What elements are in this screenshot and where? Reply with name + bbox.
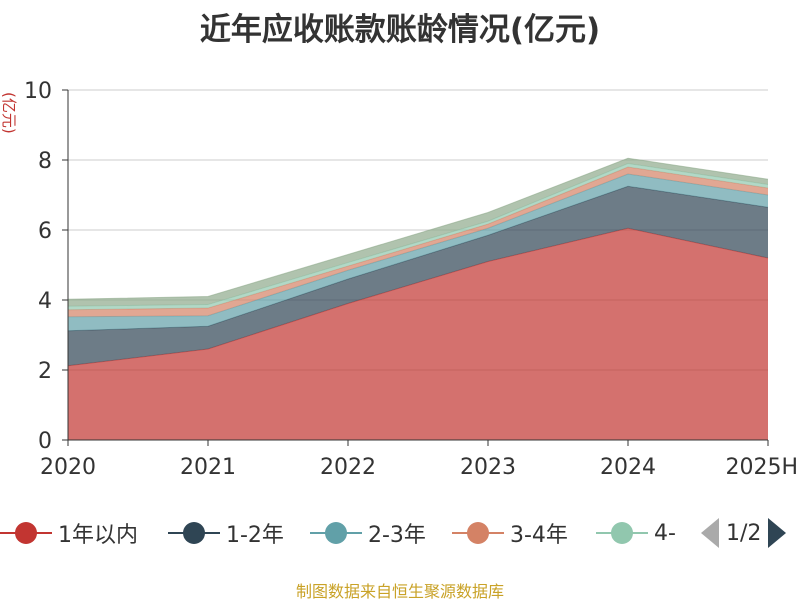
area-series-0	[68, 228, 768, 440]
data-source-note: 制图数据来自恒生聚源数据库	[295, 582, 504, 601]
area-series-5	[68, 158, 768, 307]
legend-marker-icon	[0, 522, 52, 544]
y-tick-label: 4	[38, 289, 52, 314]
y-tick-label: 0	[38, 429, 52, 454]
legend-label: 3-4年	[510, 523, 568, 548]
chart-title: 近年应收账款账龄情况(亿元)	[199, 12, 601, 48]
legend-label: 2-3年	[368, 523, 426, 548]
area-series-1	[68, 186, 768, 366]
legend-pager: 1/2	[700, 512, 787, 554]
x-tick-label: 2022	[320, 455, 376, 480]
legend-item[interactable]: 1-2年	[168, 512, 284, 554]
legend-label: 4-	[654, 520, 676, 546]
y-tick-label: 8	[38, 149, 52, 174]
series-line-3	[67, 166, 769, 311]
x-tick-label: 2021	[180, 455, 236, 480]
legend-prev-page-icon[interactable]	[700, 512, 720, 554]
legend-item[interactable]: 3-4年	[452, 512, 568, 554]
series-line-5	[67, 157, 769, 300]
area-series-3	[68, 167, 768, 317]
x-tick-label: 2020	[40, 455, 96, 480]
y-tick-label: 6	[38, 219, 52, 244]
legend: 1年以内 1-2年 2-3年 3-4年 4- 1/2	[0, 512, 800, 554]
area-series-2	[68, 174, 768, 331]
legend-label: 1年以内	[58, 523, 138, 548]
y-tick-label: 2	[38, 359, 52, 384]
y-tick-label: 10	[24, 79, 52, 104]
legend-page-indicator: 1/2	[726, 520, 762, 546]
legend-item[interactable]: 2-3年	[310, 512, 426, 554]
legend-label: 1-2年	[226, 523, 284, 548]
legend-next-page-icon[interactable]	[767, 512, 787, 554]
legend-marker-icon	[596, 522, 648, 544]
x-tick-label: 2023	[460, 455, 516, 480]
legend-marker-icon	[310, 522, 362, 544]
legend-marker-icon	[452, 522, 504, 544]
legend-item[interactable]: 4-	[596, 512, 676, 554]
x-tick-label: 2025H	[725, 455, 798, 480]
legend-item[interactable]: 1年以内	[0, 512, 138, 554]
x-tick-label: 2024	[600, 455, 656, 480]
legend-marker-icon	[168, 522, 220, 544]
